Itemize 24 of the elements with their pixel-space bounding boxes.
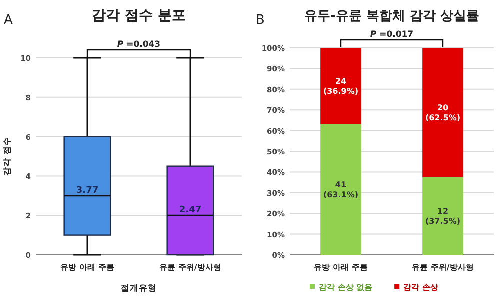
- x-axis-title: 절개유형: [121, 284, 157, 294]
- chart-title: 감각 점수 분포: [92, 8, 186, 24]
- x-tick-label: 유륜 주위/방사형: [160, 263, 222, 272]
- bar: [320, 124, 362, 255]
- x-tick-label: 유방 아래 주름: [60, 263, 114, 272]
- x-tick-label: 유륜 주위/방사형: [412, 263, 474, 272]
- text: P =0.017: [370, 30, 414, 40]
- legend-label: 감각 손상 없음: [319, 283, 373, 292]
- data-label: 12 (37.5%): [425, 207, 461, 226]
- annotation: 3.77: [76, 186, 99, 196]
- bar: [422, 48, 464, 178]
- text: P =0.043: [117, 40, 161, 50]
- text: A: [4, 13, 13, 28]
- bar: [422, 177, 464, 255]
- legend-label: 감각 손상: [404, 283, 438, 292]
- text: B: [256, 13, 265, 28]
- data-label: 41 (63.1%): [323, 180, 359, 200]
- annotation: 2.47: [179, 206, 202, 216]
- x-tick-label: 유방 아래 주름: [314, 263, 368, 272]
- data-label: 20 (62.5%): [425, 104, 461, 123]
- chart-title: 유두-유륜 복합체 감각 상실률: [304, 9, 480, 24]
- bar: [320, 48, 362, 124]
- data-label: 24 (36.9%): [323, 77, 359, 96]
- y-axis-title: 감각 점수: [3, 137, 13, 176]
